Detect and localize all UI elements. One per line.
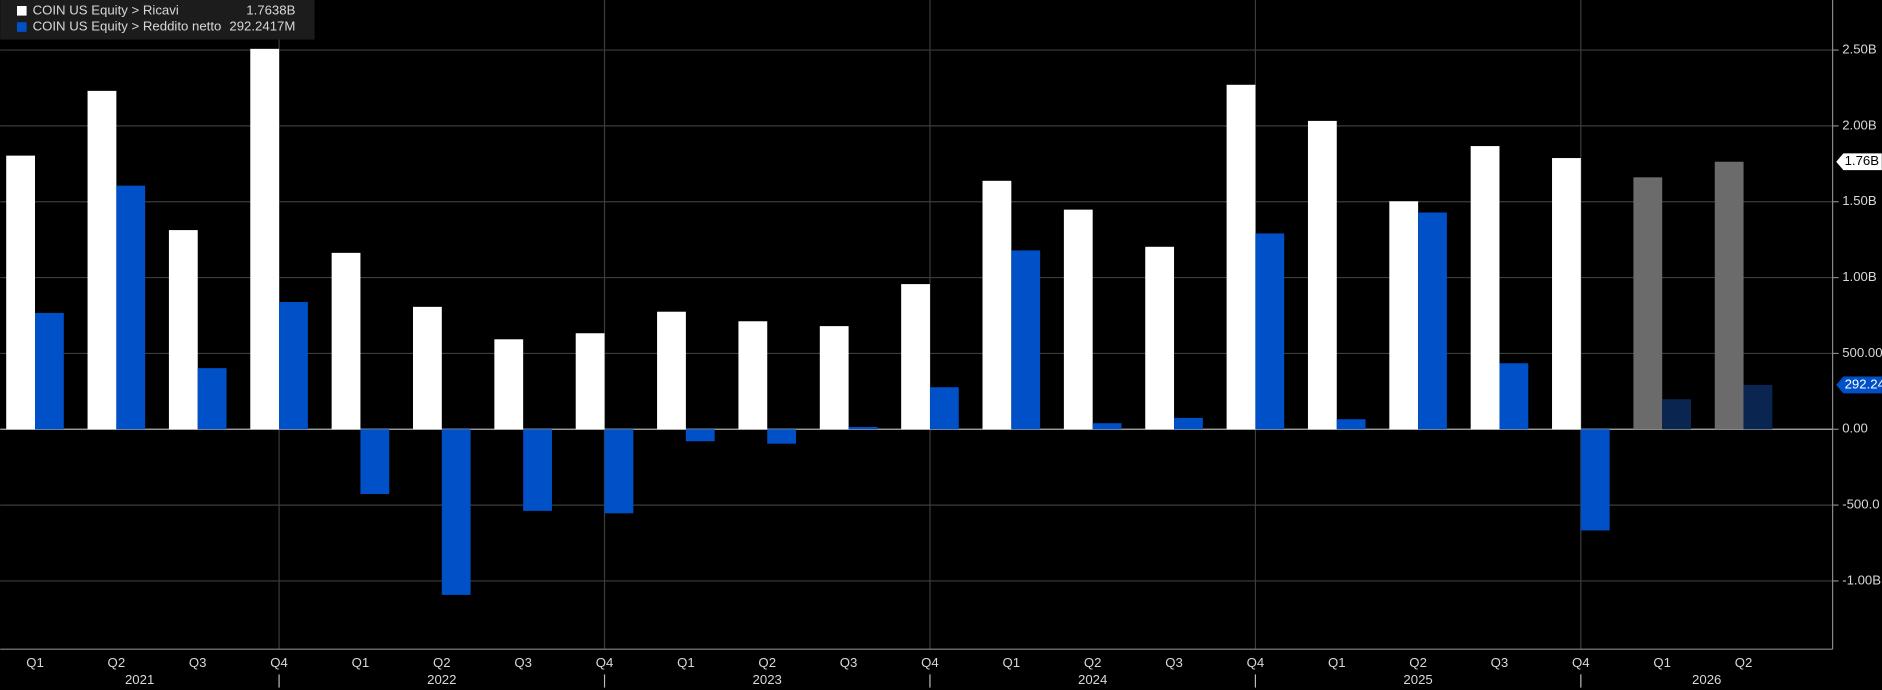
year-label: 2023	[753, 672, 782, 687]
x-tick-label: Q4	[921, 655, 939, 670]
bar	[929, 387, 959, 430]
legend-box	[0, 0, 315, 40]
y-tick-label: 1.50B	[1842, 193, 1877, 208]
year-label: 2022	[427, 672, 456, 687]
bar	[1662, 399, 1691, 430]
bar	[657, 311, 686, 430]
x-tick-label: Q1	[26, 655, 44, 670]
bar	[1336, 419, 1366, 430]
x-tick-label: Q3	[514, 655, 532, 670]
last-value-label: 292.24	[1845, 376, 1882, 391]
bar	[197, 368, 227, 430]
bar	[279, 301, 308, 430]
bar	[87, 90, 117, 430]
bar	[523, 429, 552, 511]
bar	[331, 252, 361, 430]
bar	[1633, 177, 1663, 430]
bar	[413, 306, 442, 430]
legend-value: 1.7638B	[246, 2, 295, 17]
bar	[738, 321, 768, 430]
bar	[1499, 363, 1529, 430]
legend-label: COIN US Equity > Reddito netto	[33, 18, 222, 33]
x-tick-label: Q2	[758, 655, 776, 670]
legend-value: 292.2417M	[229, 18, 295, 33]
x-tick-label: Q3	[1165, 655, 1183, 670]
legend-label: COIN US Equity > Ricavi	[33, 2, 179, 17]
x-tick-label: Q3	[189, 655, 207, 670]
year-label: 2025	[1403, 672, 1432, 687]
x-tick-label: Q3	[840, 655, 858, 670]
year-label: 2021	[125, 672, 154, 687]
bar	[6, 155, 35, 430]
x-tick-label: Q2	[433, 655, 451, 670]
bar	[35, 312, 64, 430]
bar	[604, 429, 634, 514]
x-tick-label: Q1	[1328, 655, 1346, 670]
year-label: 2024	[1078, 672, 1107, 687]
y-tick-label: 2.50B	[1842, 42, 1877, 57]
x-tick-label: Q1	[1003, 655, 1021, 670]
bar	[1580, 429, 1610, 531]
bar	[901, 284, 930, 430]
bar	[1714, 161, 1744, 430]
x-tick-label: Q4	[270, 655, 288, 670]
year-label: 2026	[1692, 672, 1721, 687]
x-tick-label: Q4	[1247, 655, 1265, 670]
bar	[1552, 158, 1581, 430]
legend-swatch	[17, 22, 27, 32]
bar	[848, 426, 878, 430]
bar	[767, 429, 797, 444]
y-tick-label: -1.00B	[1842, 572, 1881, 587]
last-value-marker	[1836, 376, 1882, 394]
bar	[1092, 423, 1122, 430]
x-tick-label: Q4	[1572, 655, 1590, 670]
last-value-marker	[1836, 153, 1882, 171]
x-tick-label: Q2	[1409, 655, 1427, 670]
bar	[1063, 209, 1093, 430]
bar	[819, 326, 849, 430]
y-tick-label: 2.00B	[1842, 117, 1877, 132]
bar	[1470, 146, 1500, 430]
bar	[1389, 201, 1419, 430]
last-value-label: 1.76B	[1845, 153, 1880, 168]
x-tick-label: Q4	[596, 655, 614, 670]
bar	[1011, 250, 1041, 430]
bar	[1226, 84, 1256, 430]
x-tick-label: Q2	[108, 655, 126, 670]
y-tick-label: 500.00	[1842, 345, 1882, 360]
y-tick-label: 1.00B	[1842, 269, 1877, 284]
bar	[494, 339, 524, 430]
bar	[116, 185, 146, 430]
y-tick-label: 0.00	[1842, 421, 1868, 436]
x-tick-label: Q1	[677, 655, 695, 670]
x-tick-label: Q1	[1653, 655, 1671, 670]
bar	[1307, 120, 1337, 430]
bar	[1418, 212, 1447, 430]
bar	[982, 180, 1012, 430]
bar	[250, 48, 280, 430]
bar	[168, 230, 198, 430]
x-tick-label: Q2	[1084, 655, 1102, 670]
bar	[1145, 246, 1175, 430]
x-tick-label: Q3	[1491, 655, 1509, 670]
x-tick-label: Q1	[352, 655, 370, 670]
bar	[685, 429, 715, 442]
bar	[1743, 384, 1773, 430]
bar	[441, 429, 471, 595]
bar	[1255, 233, 1285, 430]
x-tick-label: Q2	[1735, 655, 1753, 670]
y-tick-label: -500.0	[1842, 497, 1879, 512]
bar	[360, 429, 390, 495]
legend-swatch	[17, 6, 27, 16]
bar	[575, 333, 605, 430]
bar	[1174, 417, 1203, 430]
